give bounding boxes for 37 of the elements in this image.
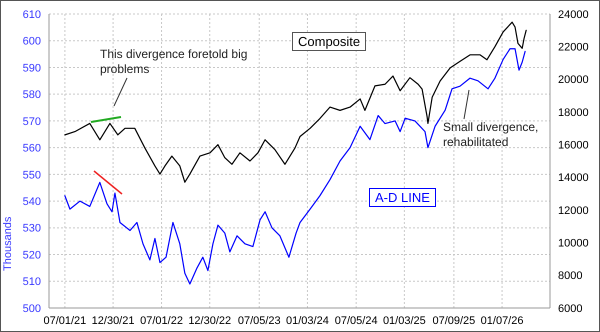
- x-tick-label: 01/07/26: [480, 314, 524, 327]
- x-tick-label: 07/05/24: [334, 314, 378, 327]
- y2-tick-label: 12000: [558, 204, 589, 217]
- y2-tick-label: 16000: [558, 140, 589, 152]
- y2-tick-label: 22000: [558, 42, 589, 54]
- y-tick-label: 600: [22, 36, 41, 48]
- y-tick-label: 510: [22, 276, 41, 288]
- y-tick-label: 610: [22, 8, 41, 21]
- y-tick-label: 530: [22, 222, 41, 235]
- annotation: This divergence foretold big problems: [100, 47, 248, 77]
- x-tick-label: 01/03/24: [286, 314, 329, 327]
- y2-tick-label: 24000: [558, 8, 589, 21]
- y-tick-label: 500: [22, 302, 41, 315]
- y2-tick-label: 10000: [558, 238, 589, 250]
- y2-tick-label: 8000: [558, 270, 582, 282]
- x-tick-label: 12/30/21: [92, 314, 134, 327]
- y-tick-label: 550: [22, 169, 41, 182]
- y2-tick-label: 20000: [558, 74, 589, 86]
- text: Composite: [292, 32, 366, 51]
- x-tick-label: 01/03/25: [382, 314, 426, 327]
- x-tick-label: 12/30/22: [188, 314, 232, 327]
- y2-tick-label: 6000: [558, 302, 582, 315]
- y2-tick-label: 18000: [558, 106, 589, 119]
- y-axis-title: Thousands: [2, 216, 14, 271]
- y-tick-label: 570: [22, 116, 41, 128]
- y2-tick-label: 14000: [558, 172, 589, 184]
- text: A-D LINE: [369, 188, 436, 207]
- y-tick-label: 540: [22, 196, 41, 208]
- y-tick-label: 560: [22, 142, 41, 155]
- x-tick-label: 07/01/21: [43, 314, 86, 327]
- x-tick-label: 07/01/22: [140, 314, 183, 327]
- y-tick-label: 590: [22, 62, 41, 74]
- x-tick-label: 07/09/25: [432, 314, 476, 327]
- x-tick-label: 07/05/23: [238, 314, 281, 327]
- y-tick-label: 580: [22, 89, 41, 102]
- y-tick-label: 520: [22, 249, 41, 262]
- annotation: Small divergence, rehabilitated: [443, 120, 540, 150]
